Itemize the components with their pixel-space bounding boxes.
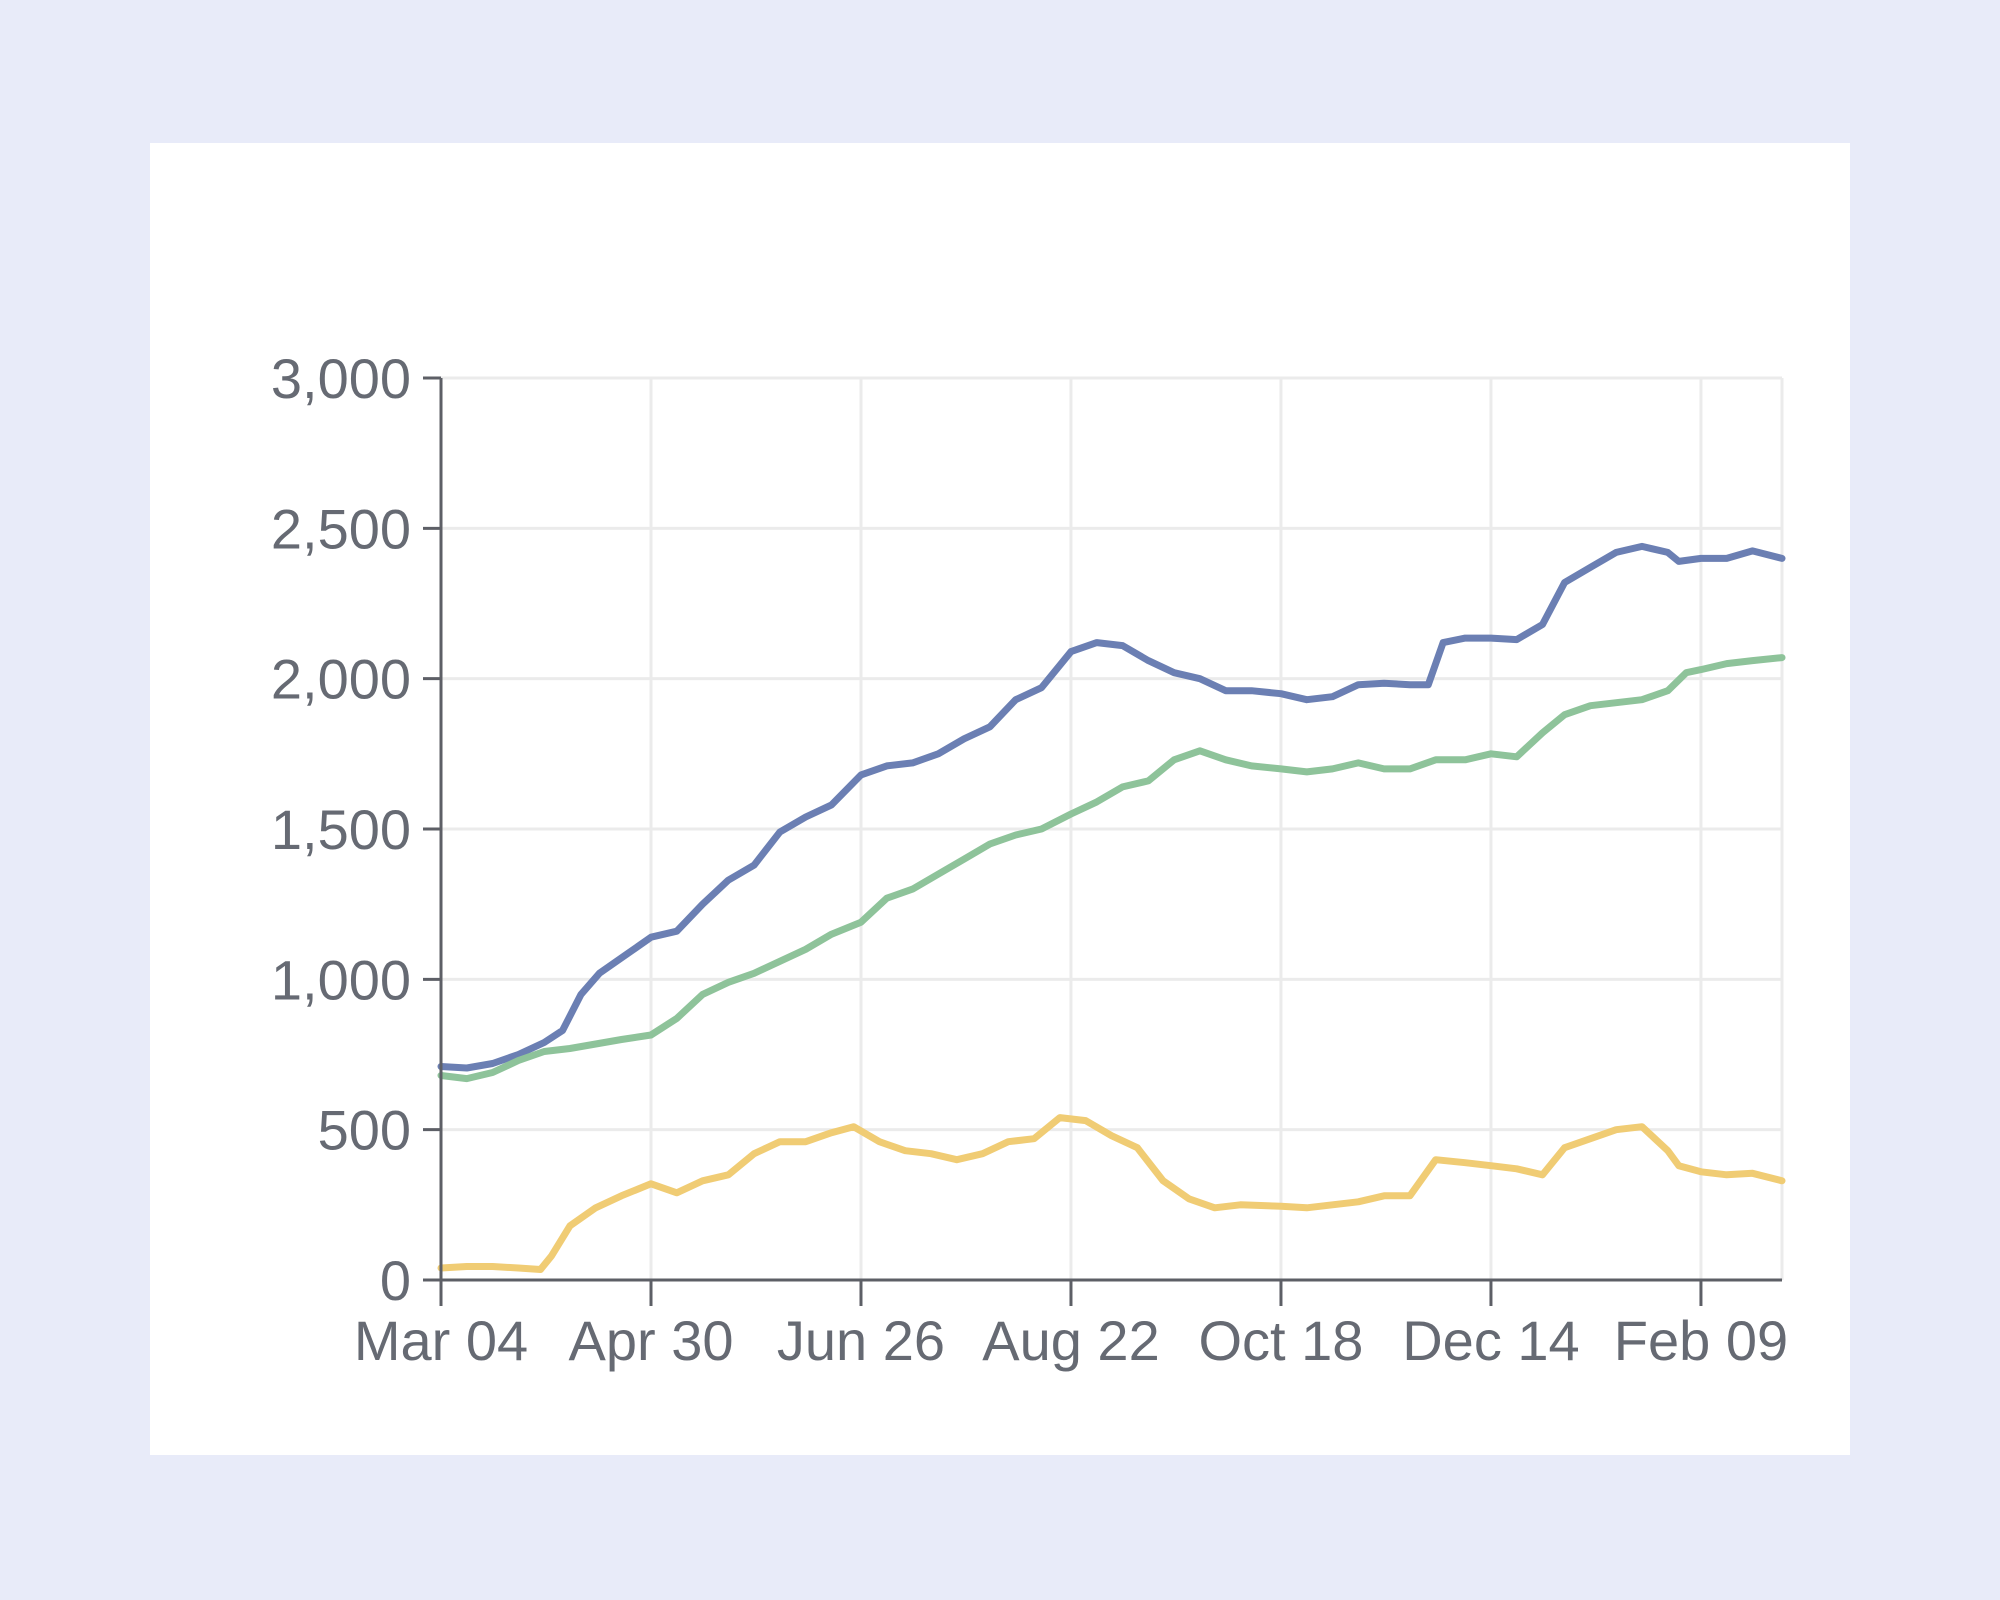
- x-tick-label: Oct 18: [1198, 1309, 1363, 1372]
- y-tick-label: 500: [318, 1099, 411, 1162]
- x-tick-label: Mar 04: [354, 1309, 528, 1372]
- series-line-1: [437, 542, 1786, 1072]
- x-tick-label: Aug 22: [982, 1309, 1160, 1372]
- x-tick-label: Apr 30: [568, 1309, 733, 1372]
- x-tick-label: Dec 14: [1402, 1309, 1579, 1372]
- x-tick-label: Feb 09: [1614, 1309, 1788, 1372]
- y-tick-label: 2,000: [271, 648, 411, 711]
- series-layer: [437, 542, 1786, 1273]
- x-tick-label: Jun 26: [777, 1309, 945, 1372]
- y-tick-label: 0: [380, 1249, 411, 1312]
- y-tick-label: 2,500: [271, 497, 411, 560]
- y-tick-label: 1,500: [271, 798, 411, 861]
- axes: [423, 376, 1782, 1306]
- y-tick-label: 1,000: [271, 948, 411, 1011]
- tick-labels: 0 500 1,000 1,500 2,000 2,500 3,000 Mar 04 Apr 3…: [271, 347, 1788, 1372]
- chart-card: 0 500 1,000 1,500 2,000 2,500 3,000 Mar 04 Apr 3…: [150, 143, 1850, 1455]
- grid-lines: [441, 376, 1784, 1280]
- series-line-2: [437, 654, 1786, 1083]
- y-tick-label: 3,000: [271, 347, 411, 410]
- series-line-3: [437, 1114, 1786, 1273]
- line-chart: 0 500 1,000 1,500 2,000 2,500 3,000 Mar 04 Apr 3…: [271, 347, 1788, 1372]
